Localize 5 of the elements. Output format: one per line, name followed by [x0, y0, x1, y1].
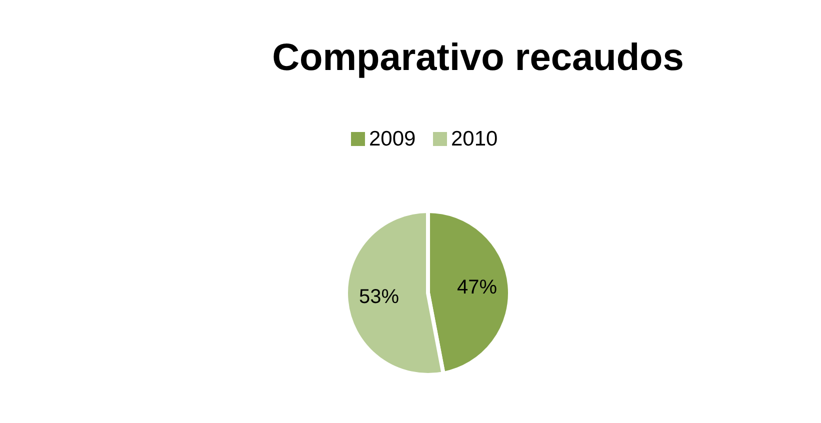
data-label: 53% [359, 286, 400, 308]
data-label: 47% [456, 276, 498, 299]
legend-label: 2009 [369, 128, 416, 151]
legend-label: 2010 [451, 128, 498, 151]
chart-title: Comparativo recaudos [272, 37, 684, 79]
